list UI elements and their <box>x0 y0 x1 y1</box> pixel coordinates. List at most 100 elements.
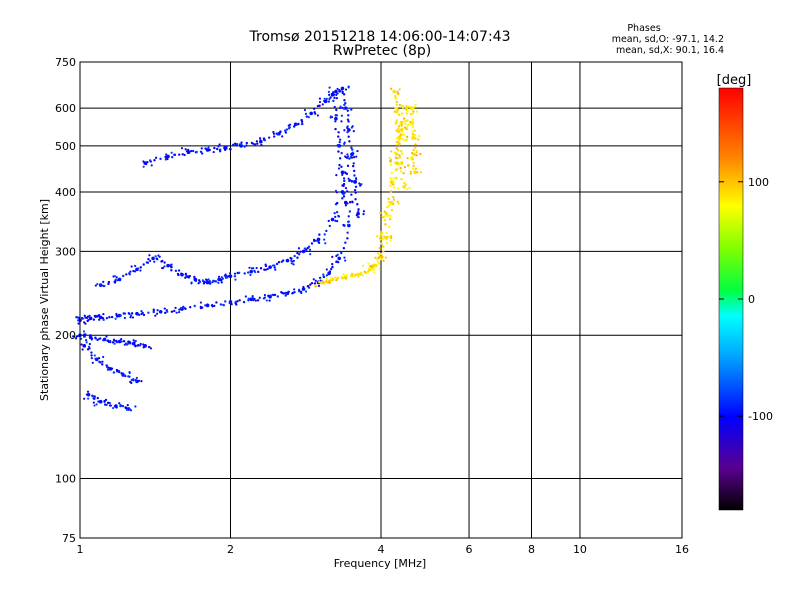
point-x-spread <box>389 239 392 242</box>
point-o-spread <box>217 281 220 284</box>
point-x-trace <box>396 149 400 152</box>
point-x-spread <box>400 104 403 107</box>
colorbar-tick-label: 100 <box>748 176 769 189</box>
point-o-spread <box>94 284 97 287</box>
point-x-trace <box>402 117 406 120</box>
point-o-trace <box>142 263 145 266</box>
point-o <box>228 274 233 279</box>
point-x-trace <box>392 196 395 199</box>
point-o-spread <box>88 314 91 317</box>
point-o-trace <box>225 147 228 150</box>
point-o-spread <box>339 90 342 93</box>
point-o-spread <box>255 140 258 143</box>
point-o-spread <box>357 210 360 213</box>
point-o-trace <box>170 269 173 272</box>
point-o-trace <box>159 157 162 161</box>
point-o-trace <box>94 337 98 340</box>
point-x-spread <box>414 167 418 170</box>
point-x-trace <box>411 118 415 121</box>
point-o-spread <box>85 341 88 344</box>
point-x-spread <box>404 108 407 111</box>
point-o-trace <box>276 133 280 136</box>
point-x-spread <box>392 203 395 206</box>
point-o-trace <box>341 197 344 200</box>
point-o-spread <box>344 88 348 91</box>
y-tick-label: 300 <box>55 245 76 258</box>
point-o <box>340 86 345 91</box>
point-x-trace <box>413 129 416 132</box>
point-x-trace <box>336 277 339 281</box>
point-x-trace <box>396 140 399 144</box>
point-x-trace <box>411 133 415 136</box>
point-o-spread <box>348 179 351 183</box>
point-o-spread <box>251 295 254 298</box>
point-x-trace <box>398 143 401 146</box>
point-o-spread <box>206 303 209 306</box>
point-o <box>135 311 139 316</box>
point-o-spread <box>128 370 131 374</box>
point-o-spread <box>75 316 79 319</box>
point-x-trace <box>387 197 390 201</box>
point-o-spread <box>77 319 80 322</box>
point-o-spread <box>254 299 257 302</box>
point-x-spread <box>406 138 409 141</box>
point-o-spread <box>347 86 350 89</box>
point-o <box>166 154 170 159</box>
point-o-spread <box>344 171 347 175</box>
point-o-spread <box>129 380 132 384</box>
colorbar-label: [deg] <box>717 73 752 88</box>
point-o-spread <box>265 299 268 302</box>
point-x-trace <box>395 143 399 146</box>
point-o <box>98 399 103 404</box>
point-o-spread <box>77 322 80 325</box>
point-x-trace <box>378 246 382 250</box>
point-o-trace <box>335 210 339 214</box>
point-x-spread <box>409 156 412 159</box>
point-o-spread <box>318 97 322 100</box>
point-x-spread <box>405 119 408 123</box>
point-o-trace <box>237 271 241 275</box>
point-o-trace <box>351 148 354 151</box>
point-x-trace <box>411 137 414 141</box>
point-o-spread <box>83 314 86 317</box>
point-x-trace <box>403 181 406 185</box>
point-x-trace <box>411 130 414 133</box>
point-o-spread <box>101 360 104 363</box>
point-o-trace <box>306 285 310 288</box>
point-o-spread <box>351 180 355 183</box>
point-o <box>249 269 253 274</box>
point-o-trace <box>331 91 335 94</box>
point-o-spread <box>312 278 315 281</box>
point-o-spread <box>139 269 142 272</box>
point-o-trace <box>275 262 279 266</box>
point-o-spread <box>153 260 156 263</box>
point-x-trace <box>363 270 367 273</box>
point-o-spread <box>344 156 348 159</box>
point-o-trace <box>338 157 342 160</box>
point-o-trace <box>343 179 346 183</box>
point-o-trace <box>337 260 340 264</box>
point-o-spread <box>301 122 304 126</box>
colorbar-tick-label: 0 <box>748 293 755 306</box>
point-x-trace <box>397 130 400 134</box>
point-o-spread <box>207 278 210 281</box>
point-o-spread <box>308 248 312 251</box>
point-o-spread <box>240 141 243 144</box>
point-x-trace <box>385 231 388 235</box>
plot-frame <box>79 61 683 539</box>
point-o-trace <box>106 401 110 405</box>
point-o-trace <box>267 136 271 139</box>
point-o-spread <box>161 266 165 270</box>
point-x-spread <box>390 235 393 238</box>
point-o-trace <box>256 299 260 302</box>
point-o-trace <box>142 313 146 317</box>
point-o-trace <box>281 259 285 262</box>
point-x-trace <box>322 282 326 285</box>
point-o-spread <box>166 157 169 161</box>
point-o-trace <box>112 338 116 342</box>
point-o-spread <box>152 309 155 312</box>
point-o-spread <box>148 254 151 257</box>
point-x-trace <box>400 123 403 126</box>
point-x-trace <box>414 146 417 149</box>
phases-o-line: mean, sd,O: -97.1, 14.2 <box>612 34 724 45</box>
